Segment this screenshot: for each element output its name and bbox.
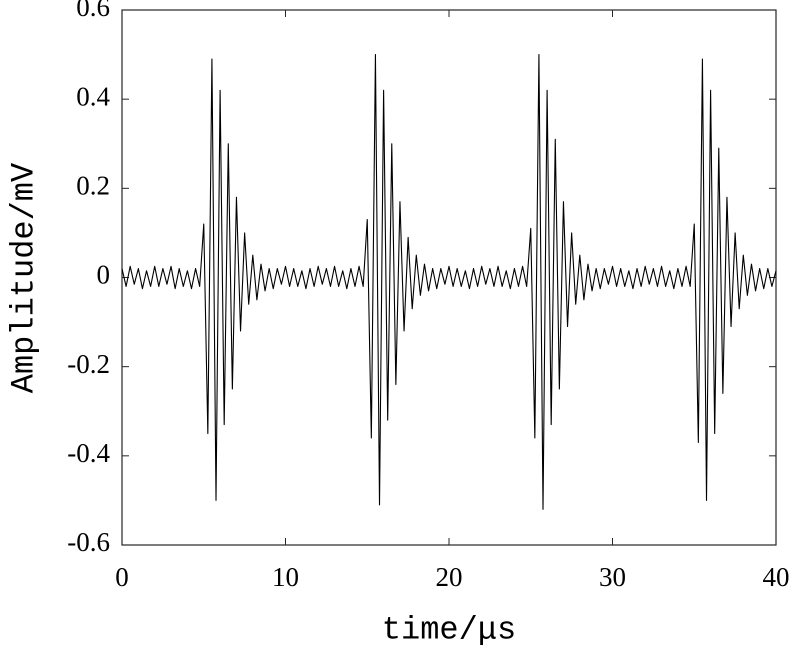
- y-tick-label: 0.4: [76, 81, 110, 111]
- x-tick-label: 10: [272, 562, 299, 592]
- y-tick-label: 0: [97, 260, 111, 290]
- y-tick-label: -0.4: [67, 438, 110, 468]
- signal-line: [121, 54, 777, 510]
- x-axis-label: time/μs: [382, 611, 516, 648]
- x-tick-label: 20: [436, 562, 463, 592]
- x-tick-label: 0: [115, 562, 129, 592]
- x-tick-label: 30: [599, 562, 626, 592]
- y-tick-label: 0.6: [76, 0, 110, 22]
- y-tick-label: 0.2: [76, 171, 110, 201]
- y-tick-label: -0.6: [67, 527, 110, 557]
- y-axis-label: Amplitude/mV: [5, 162, 42, 393]
- y-tick-label: -0.2: [67, 349, 110, 379]
- x-tick-label: 40: [763, 562, 790, 592]
